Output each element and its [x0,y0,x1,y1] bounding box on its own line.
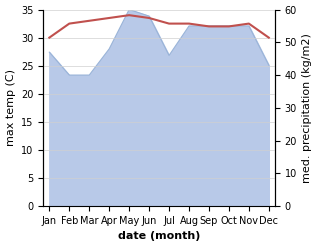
X-axis label: date (month): date (month) [118,231,200,242]
Y-axis label: med. precipitation (kg/m2): med. precipitation (kg/m2) [302,33,313,183]
Y-axis label: max temp (C): max temp (C) [5,69,16,146]
